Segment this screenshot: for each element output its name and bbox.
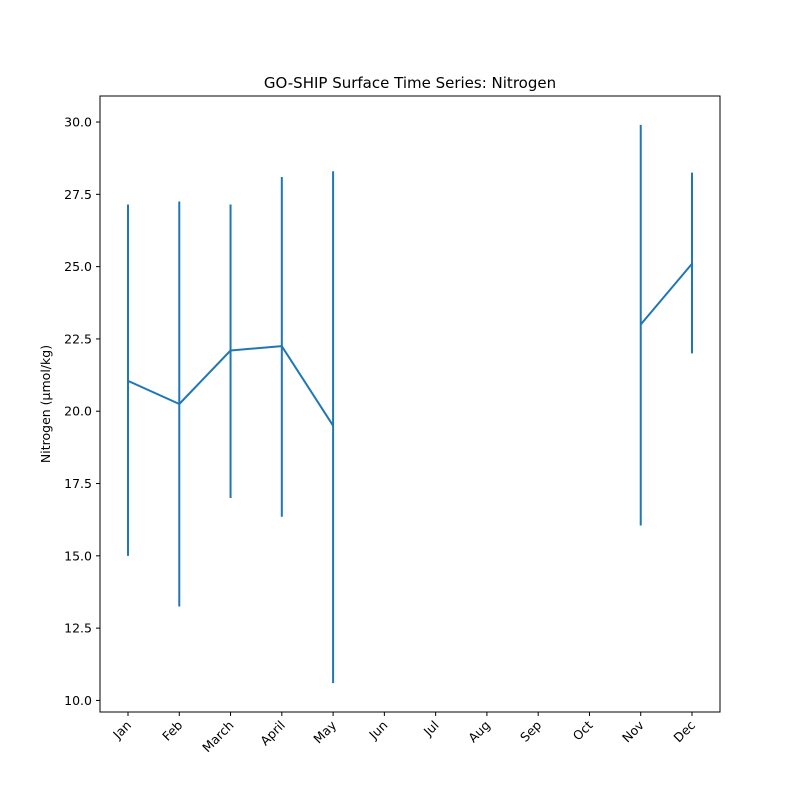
y-tick-label: 22.5: [64, 331, 92, 346]
x-tick-label: Sep: [517, 717, 544, 744]
series-line: [639, 263, 693, 326]
x-tick-label: Jun: [365, 718, 390, 743]
x-tick-label: April: [257, 718, 288, 749]
y-axis-label: Nitrogen (μmol/kg): [38, 345, 53, 463]
x-tick-label: Jul: [420, 718, 442, 740]
y-tick-label: 12.5: [64, 621, 92, 636]
axes-frame: [99, 95, 721, 713]
axes: 10.0 12.5 15.0 17.5 20.0 22.5 25.0 27.5 30.0 Jan F…: [64, 95, 721, 756]
x-tick-label: Dec: [670, 717, 698, 745]
y-tick-label: 17.5: [64, 476, 92, 491]
plot-area: [127, 124, 693, 684]
x-tick-label: Oct: [570, 717, 596, 743]
x-tick-label: Aug: [465, 718, 493, 746]
x-tick-label: March: [199, 718, 237, 756]
x-tick-label: May: [310, 717, 339, 746]
x-tick-label: Nov: [619, 717, 647, 745]
chart-title: GO-SHIP Surface Time Series: Nitrogen: [264, 74, 556, 92]
y-tick-label: 30.0: [64, 115, 92, 130]
y-tick-label: 10.0: [64, 693, 92, 708]
x-tick-label: Feb: [159, 717, 185, 743]
series-line: [127, 345, 334, 427]
y-tick-label: 27.5: [64, 187, 92, 202]
x-tick-label: Jan: [109, 718, 134, 743]
y-tick-label: 15.0: [64, 548, 92, 563]
y-tick-label: 25.0: [64, 259, 92, 274]
y-tick-label: 20.0: [64, 404, 92, 419]
